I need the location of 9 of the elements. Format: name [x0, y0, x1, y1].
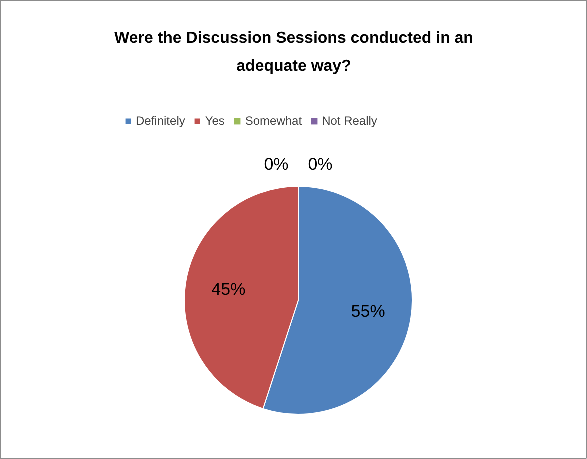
- legend-label: Definitely: [136, 114, 186, 128]
- text: 0%: [308, 155, 333, 174]
- data-label: 45%: [212, 280, 246, 299]
- legend-label: Yes: [205, 114, 226, 128]
- text: 0%: [264, 155, 289, 174]
- chart-title: Were the Discussion Sessions conducted in an adequate way?: [114, 30, 474, 75]
- legend-label: Not Really: [322, 114, 378, 128]
- data-label: 55%: [351, 302, 386, 322]
- legend-label: Somewhat: [245, 114, 302, 128]
